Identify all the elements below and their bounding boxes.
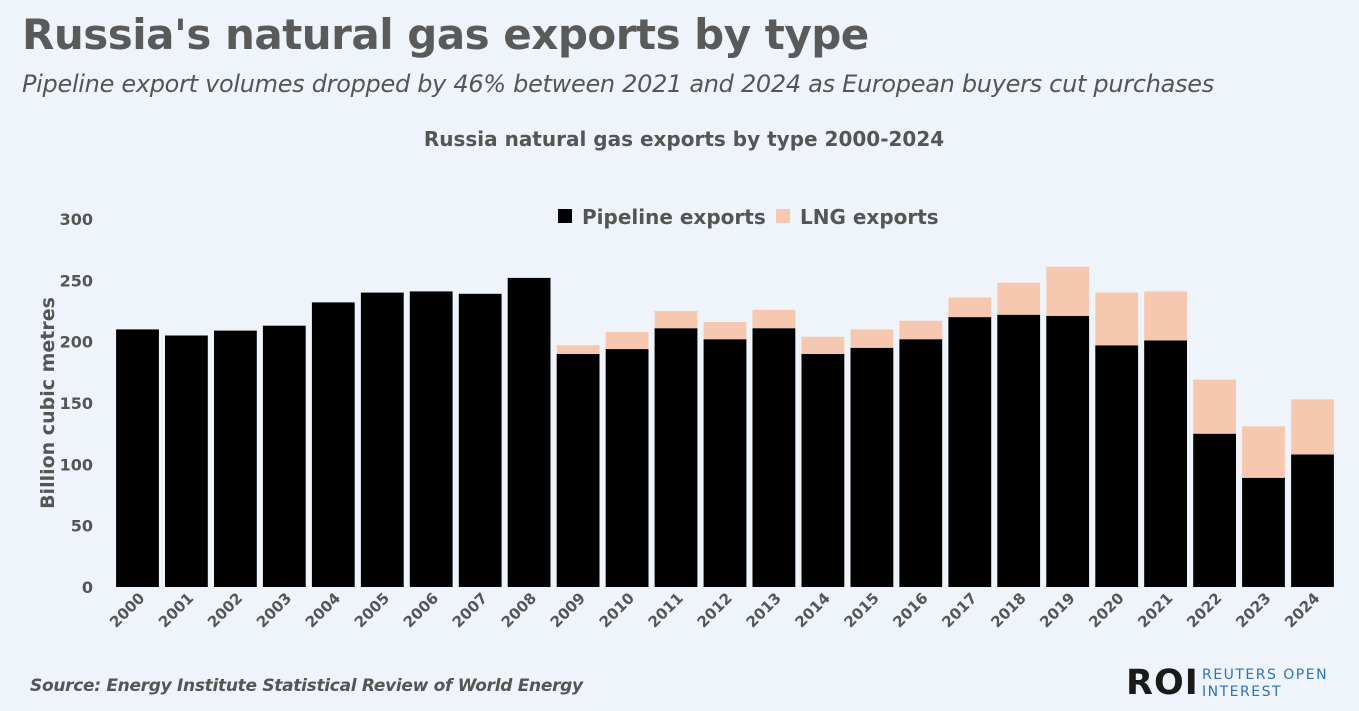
bar-pipeline-2007 <box>458 293 502 587</box>
x-tick-label: 2005 <box>351 589 393 631</box>
x-tick-label: 2002 <box>204 589 246 631</box>
bar-pipeline-2017 <box>948 317 992 587</box>
bar-lng-2020 <box>1095 292 1139 346</box>
y-tick-label: 100 <box>60 455 93 474</box>
bar-lng-2018 <box>997 282 1041 315</box>
gas-exports-chart: Russia natural gas exports by type 2000-… <box>37 127 1334 631</box>
bar-pipeline-2020 <box>1095 345 1139 587</box>
bar-pipeline-2008 <box>507 277 551 587</box>
x-tick-label: 2012 <box>694 589 736 631</box>
page-title: Russia's natural gas exports by type <box>22 10 869 59</box>
bar-lng-2019 <box>1046 266 1090 316</box>
bar-lng-2014 <box>801 336 845 354</box>
bar-pipeline-2018 <box>997 314 1041 587</box>
y-tick-label: 50 <box>71 517 93 536</box>
bar-pipeline-2012 <box>703 339 747 587</box>
chart-title: Russia natural gas exports by type 2000-… <box>424 127 944 151</box>
x-tick-label: 2015 <box>840 589 882 631</box>
bar-lng-2021 <box>1144 291 1187 341</box>
bar-lng-2015 <box>850 329 894 348</box>
x-tick-label: 2017 <box>938 589 980 631</box>
x-axis-ticks: 2000 2001 2002 2003 2004 2005 2006 2007 2008 2009… <box>106 589 1323 631</box>
bar-lng-2012 <box>703 322 747 340</box>
bar-pipeline-2011 <box>654 328 698 587</box>
legend-swatch-lng <box>776 209 790 223</box>
bar-pipeline-2000 <box>116 329 159 587</box>
x-tick-label: 2014 <box>791 589 833 631</box>
legend-label-pipeline: Pipeline exports <box>582 205 766 229</box>
bars <box>116 266 1334 587</box>
x-tick-label: 2003 <box>253 589 295 631</box>
bar-pipeline-2015 <box>850 347 894 587</box>
bar-pipeline-2022 <box>1193 433 1236 587</box>
y-tick-label: 300 <box>60 210 93 229</box>
x-tick-label: 2010 <box>596 589 638 631</box>
page-subtitle: Pipeline export volumes dropped by 46% b… <box>22 70 1214 98</box>
logo-mark: ROI <box>1126 663 1199 703</box>
bar-pipeline-2003 <box>262 325 306 587</box>
bar-pipeline-2002 <box>214 330 257 587</box>
legend-label-lng: LNG exports <box>800 205 939 229</box>
bar-pipeline-2009 <box>556 353 600 587</box>
bar-pipeline-2019 <box>1046 315 1090 587</box>
bar-pipeline-2005 <box>360 292 404 587</box>
bar-pipeline-2004 <box>311 302 355 587</box>
y-axis-label: Billion cubic metres <box>37 297 59 509</box>
x-tick-label: 2001 <box>155 589 197 631</box>
bar-lng-2013 <box>752 309 796 329</box>
x-tick-label: 2020 <box>1085 589 1127 631</box>
legend: Pipeline exports LNG exports <box>558 205 939 229</box>
x-tick-label: 2006 <box>400 589 442 631</box>
y-axis-ticks: 0 50 100 150 200 250 300 <box>60 210 93 597</box>
y-tick-label: 0 <box>82 578 93 597</box>
x-tick-label: 2021 <box>1134 589 1176 631</box>
source-note: Source: Energy Institute Statistical Rev… <box>30 676 583 696</box>
x-tick-label: 2019 <box>1036 589 1078 631</box>
x-tick-label: 2013 <box>743 589 785 631</box>
bar-lng-2010 <box>605 331 649 350</box>
bar-pipeline-2013 <box>752 328 796 587</box>
bar-lng-2024 <box>1291 399 1334 455</box>
bar-pipeline-2010 <box>605 349 649 587</box>
x-tick-label: 2007 <box>449 589 491 631</box>
x-tick-label: 2024 <box>1281 589 1323 631</box>
x-tick-label: 2023 <box>1232 589 1274 631</box>
bar-pipeline-2016 <box>899 339 943 587</box>
x-tick-label: 2000 <box>106 589 148 631</box>
bar-lng-2011 <box>654 311 698 329</box>
bar-pipeline-2021 <box>1144 340 1187 587</box>
x-tick-label: 2018 <box>987 589 1029 631</box>
x-tick-label: 2016 <box>889 589 931 631</box>
x-tick-label: 2008 <box>498 589 540 631</box>
y-tick-label: 150 <box>60 394 93 413</box>
logo-text-line1: REUTERS OPEN <box>1202 667 1329 683</box>
x-tick-label: 2022 <box>1183 589 1225 631</box>
bar-lng-2009 <box>556 345 600 354</box>
bar-pipeline-2006 <box>409 291 453 587</box>
y-tick-label: 250 <box>60 271 93 290</box>
y-tick-label: 200 <box>60 333 93 352</box>
bar-pipeline-2001 <box>165 335 208 587</box>
bar-lng-2022 <box>1193 379 1236 434</box>
bar-pipeline-2023 <box>1242 477 1285 587</box>
bar-pipeline-2024 <box>1291 454 1334 587</box>
x-tick-label: 2009 <box>547 589 589 631</box>
logo-text-line2: INTEREST <box>1202 684 1283 700</box>
x-tick-label: 2004 <box>302 589 344 631</box>
bar-lng-2016 <box>899 320 943 340</box>
bar-pipeline-2014 <box>801 353 845 587</box>
bar-lng-2023 <box>1242 426 1285 478</box>
legend-swatch-pipeline <box>558 209 572 223</box>
x-tick-label: 2011 <box>645 589 687 631</box>
bar-lng-2017 <box>948 297 992 318</box>
